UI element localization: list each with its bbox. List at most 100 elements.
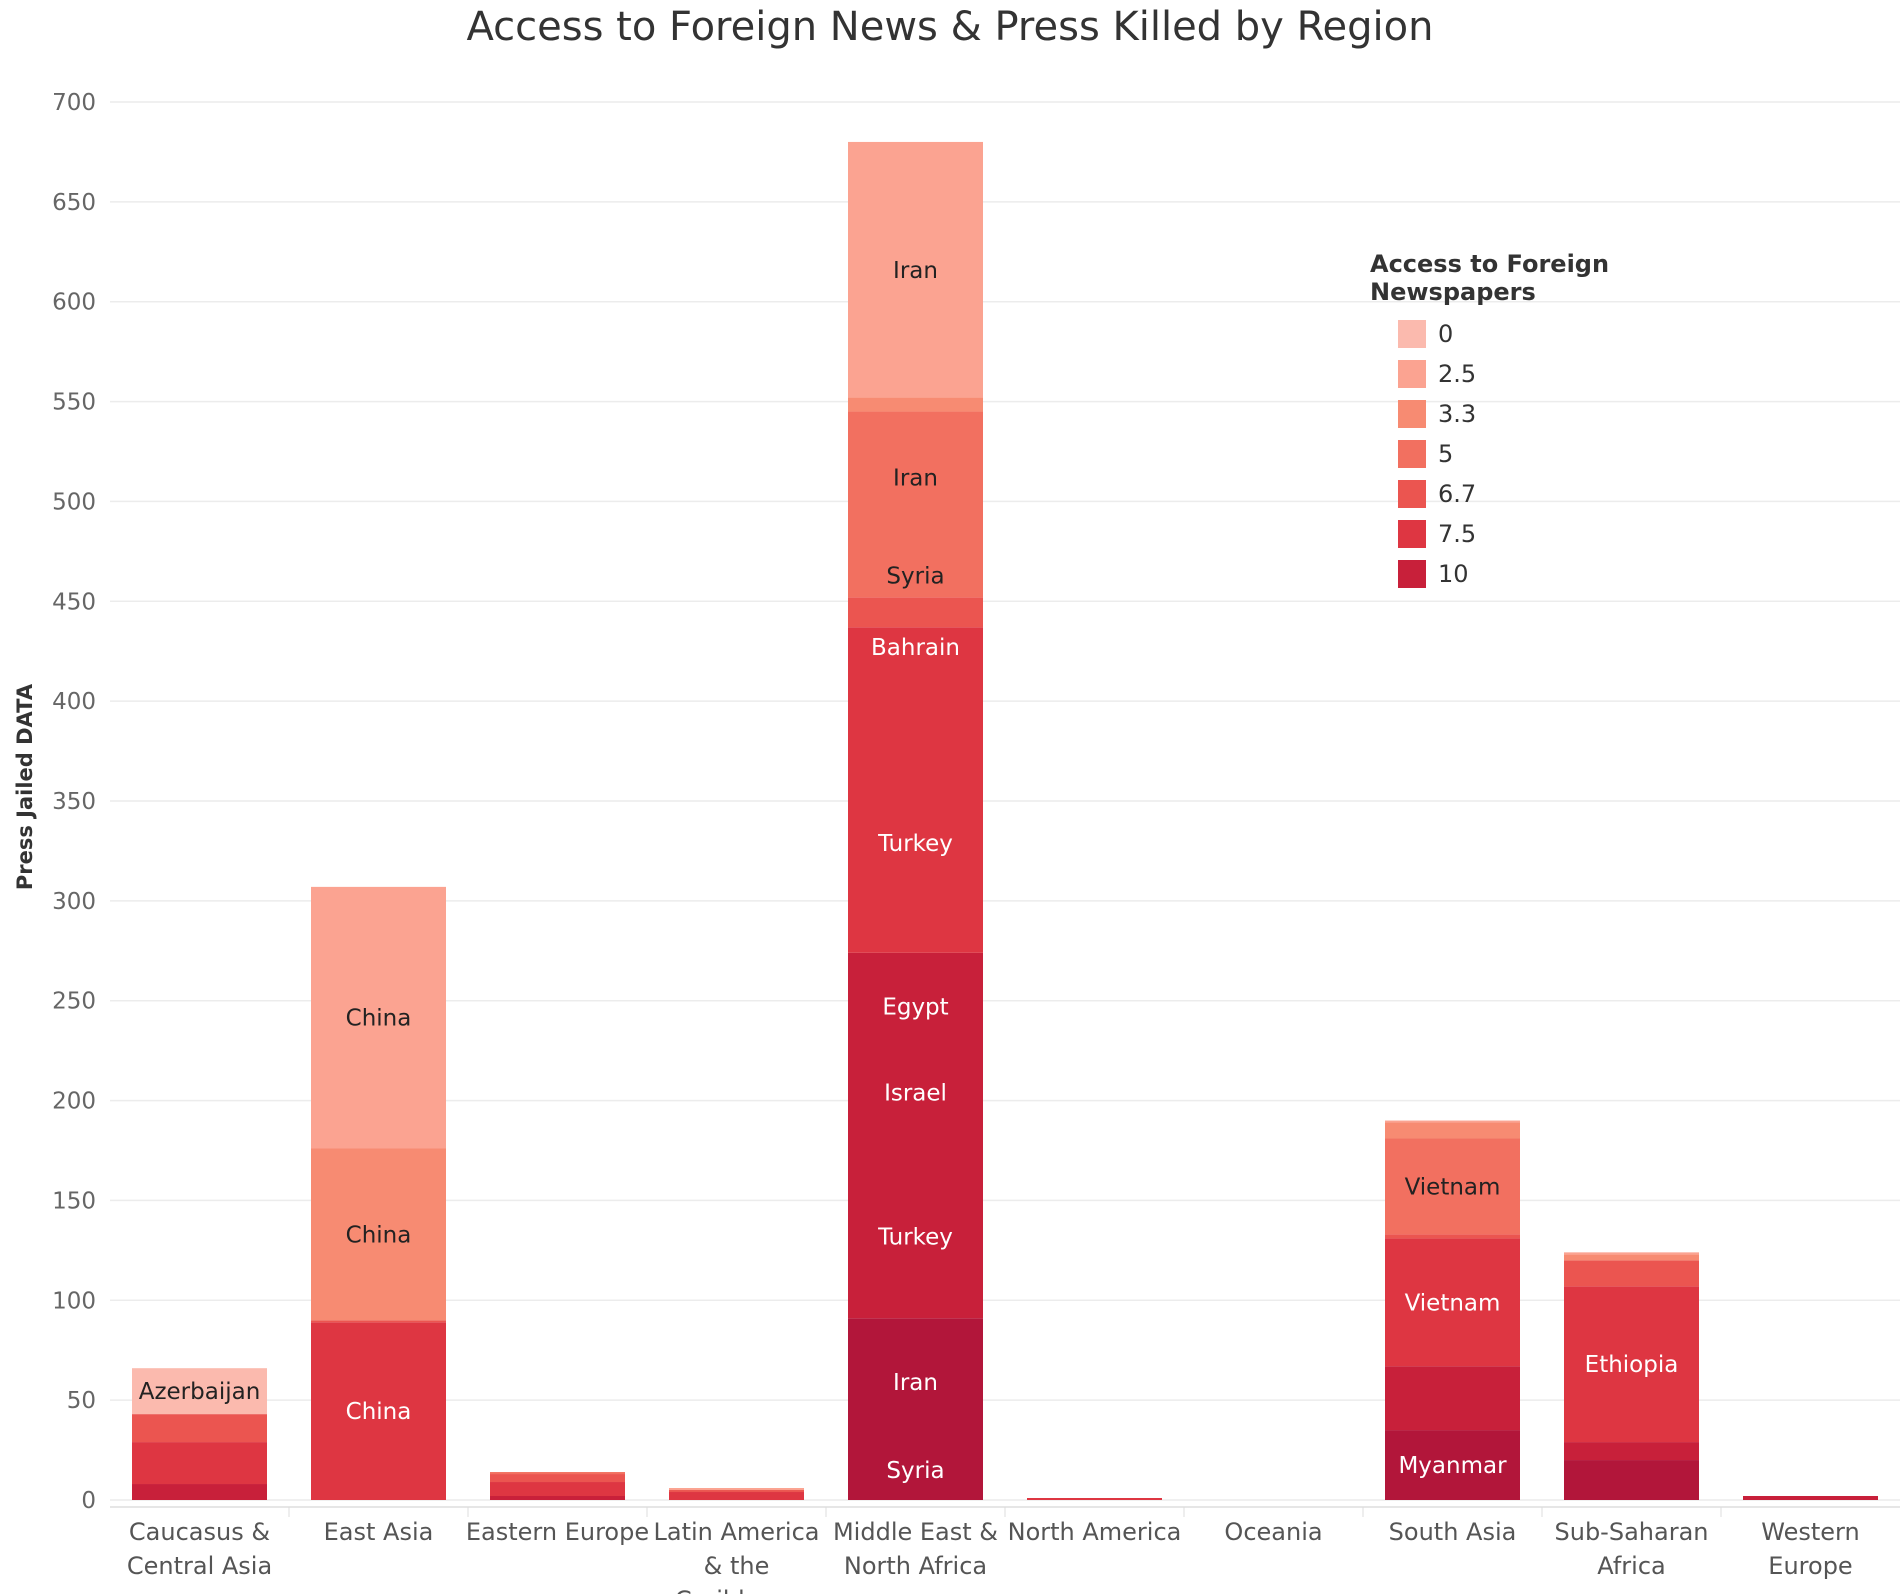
bar-segment — [1385, 1234, 1520, 1239]
legend-label: 10 — [1438, 560, 1469, 588]
x-category-label: Europe — [1768, 1552, 1852, 1580]
segment-label: China — [346, 1222, 412, 1248]
y-tick-label: 50 — [67, 1388, 96, 1414]
x-category-label: South Asia — [1389, 1518, 1517, 1546]
bar-segment — [1564, 1442, 1699, 1461]
legend-swatch — [1398, 520, 1426, 548]
segment-label: Israel — [884, 1081, 947, 1107]
legend-item: 2.5 — [1370, 354, 1750, 394]
segment-label: Turkey — [877, 831, 953, 857]
y-tick-label: 500 — [52, 489, 96, 515]
segment-label: Vietnam — [1405, 1290, 1501, 1316]
legend-item: 0 — [1370, 314, 1750, 354]
x-category-label: Central Asia — [127, 1552, 272, 1580]
legend-label: 6.7 — [1438, 480, 1477, 508]
legend-swatch — [1398, 440, 1426, 468]
bar-segment — [848, 141, 983, 398]
bar-segment — [848, 1318, 983, 1500]
bars: Azerbaijan China China China Syria Iran Turkey… — [132, 141, 1878, 1500]
y-tick-label: 200 — [52, 1089, 96, 1115]
bar-segment — [1564, 1252, 1699, 1255]
y-tick-label: 150 — [52, 1188, 96, 1214]
segment-label: Vietnam — [1405, 1174, 1501, 1200]
x-category-label: & the — [704, 1552, 770, 1580]
legend-title: Access to Foreign Newspapers — [1370, 250, 1610, 306]
legend-item: 6.7 — [1370, 474, 1750, 514]
x-category-label: Oceania — [1224, 1518, 1322, 1546]
x-category-label: Sub-Saharan — [1555, 1518, 1709, 1546]
bar-segment — [132, 1368, 267, 1415]
segment-label: Syria — [886, 1458, 944, 1484]
bar-segment — [669, 1488, 804, 1491]
legend-swatch — [1398, 480, 1426, 508]
segment-label: Egypt — [882, 995, 948, 1021]
segment-label: Ethiopia — [1585, 1352, 1679, 1378]
bar-segment — [490, 1472, 625, 1475]
bar-segment — [848, 627, 983, 953]
x-category-label: Eastern Europe — [466, 1518, 649, 1546]
bar-segment — [490, 1482, 625, 1497]
bar-segment — [132, 1484, 267, 1500]
segment-label: Iran — [893, 1370, 938, 1396]
bar-segment — [132, 1442, 267, 1485]
bar-segment — [311, 886, 446, 1149]
bar-segment — [311, 1148, 446, 1321]
segment-label: Bahrain — [871, 635, 960, 661]
y-tick-label: 600 — [52, 290, 96, 316]
bar-segment — [1385, 1430, 1520, 1500]
bar-segment — [132, 1414, 267, 1443]
legend-swatch — [1398, 560, 1426, 588]
legend-label: 2.5 — [1438, 360, 1477, 388]
bar-segment — [848, 597, 983, 628]
bar-segment — [1385, 1122, 1520, 1139]
bar-segment — [1385, 1366, 1520, 1431]
legend-label: 5 — [1438, 440, 1454, 468]
segment-label: Turkey — [877, 1224, 953, 1250]
chart-title: Access to Foreign News & Press Killed by… — [466, 4, 1434, 50]
y-tick-label: 100 — [52, 1288, 96, 1314]
bar-segment — [1385, 1138, 1520, 1235]
y-axis-ticks: 0 50 100 150 200 250 300 350 400 450 500 550 600 650 7… — [52, 90, 96, 1514]
x-category-label: Caucasus & — [129, 1518, 270, 1546]
x-category-label: Caribbean — [675, 1586, 798, 1594]
y-tick-label: 400 — [52, 689, 96, 715]
bar-segment — [1743, 1496, 1878, 1500]
y-tick-label: 0 — [81, 1488, 96, 1514]
legend: Access to Foreign Newspapers 0 2.5 3.3 5 6.7… — [1370, 250, 1750, 594]
legend-swatch — [1398, 320, 1426, 348]
bar-segment — [311, 1322, 446, 1500]
segment-label: Myanmar — [1398, 1453, 1507, 1479]
bar-segment — [848, 411, 983, 598]
x-category-label: Middle East & — [833, 1518, 998, 1546]
x-category-label: North Africa — [844, 1552, 987, 1580]
y-tick-label: 650 — [52, 190, 96, 216]
legend-label: 3.3 — [1438, 400, 1477, 428]
bar-segment — [1564, 1286, 1699, 1443]
bar-segment — [1564, 1254, 1699, 1261]
bar-segment — [1564, 1460, 1699, 1500]
bar-segment — [1564, 1260, 1699, 1287]
bar-segment — [669, 1492, 804, 1500]
y-tick-label: 300 — [52, 889, 96, 915]
y-tick-label: 550 — [52, 390, 96, 416]
legend-item: 3.3 — [1370, 394, 1750, 434]
bar-segment — [490, 1496, 625, 1500]
segment-label: Syria — [886, 563, 944, 589]
y-tick-label: 450 — [52, 589, 96, 615]
x-axis-labels: Caucasus & Central Asia East Asia Eastern E… — [127, 1518, 1860, 1594]
y-tick-label: 350 — [52, 789, 96, 815]
segment-label: Iran — [893, 258, 938, 284]
y-tick-label: 700 — [52, 90, 96, 116]
bar-segment — [848, 952, 983, 1319]
bar-segment — [848, 397, 983, 412]
bar-segment — [1385, 1238, 1520, 1367]
legend-item: 10 — [1370, 554, 1750, 594]
legend-swatch — [1398, 360, 1426, 388]
legend-items: 0 2.5 3.3 5 6.7 7.5 10 — [1370, 314, 1750, 594]
bar-segment — [1027, 1498, 1162, 1500]
x-category-label: Latin America — [654, 1518, 820, 1546]
x-category-label: Africa — [1597, 1552, 1665, 1580]
y-tick-label: 250 — [52, 989, 96, 1015]
bar-segment — [311, 1320, 446, 1323]
